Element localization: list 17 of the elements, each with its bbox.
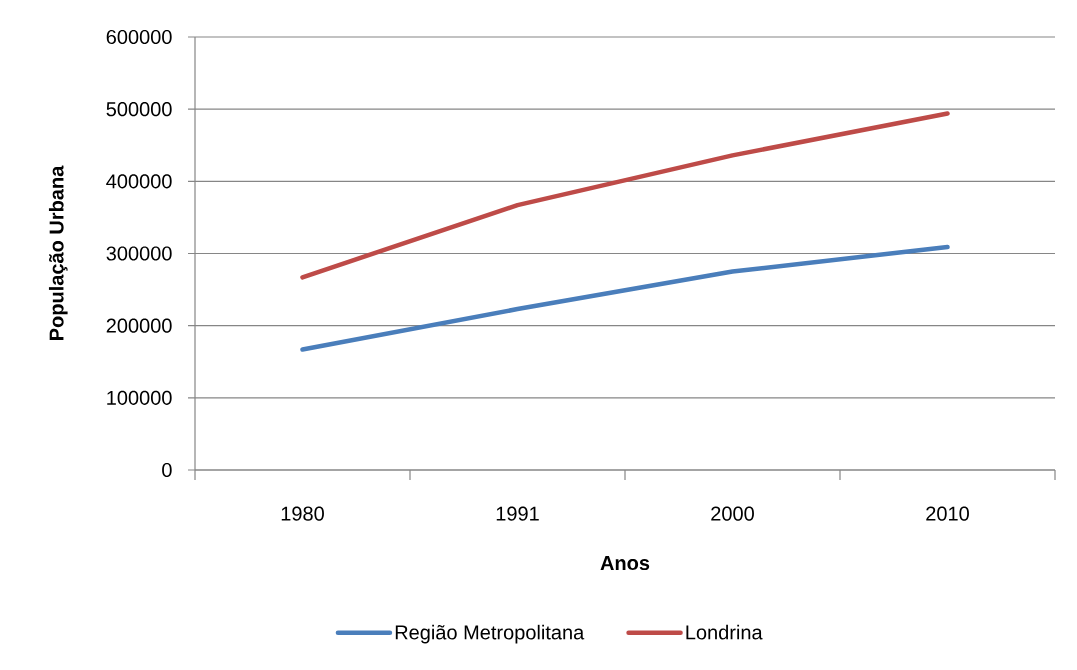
y-tick-label: 0 [162,462,172,478]
y-tick-label: 600000 [106,29,172,45]
x-tick-label: 1991 [496,506,539,521]
y-tick-label: 500000 [106,102,172,117]
y-axis-title: População Urbana [48,165,68,340]
x-axis-title: Anos [600,556,650,571]
y-tick-label: 100000 [107,390,172,405]
x-tick-label: 1980 [281,506,324,521]
legend-label: Londrina [686,624,763,640]
x-tick-label: 2000 [711,506,754,521]
y-tick-label: 400000 [106,174,172,189]
x-tick-label: 2010 [926,506,969,521]
line-series [300,244,950,352]
line-series [300,111,950,280]
y-tick-label: 200000 [106,318,172,333]
legend-label: Região Metropolitana [395,624,585,644]
y-tick-label: 300000 [106,246,172,261]
